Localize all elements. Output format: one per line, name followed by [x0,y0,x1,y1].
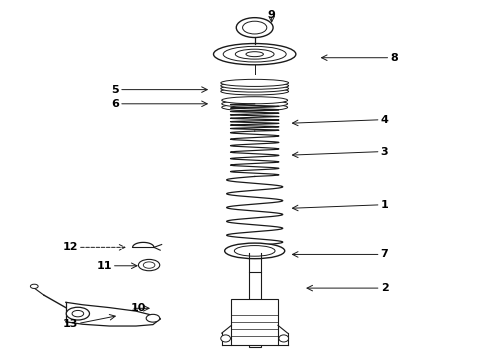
Ellipse shape [221,85,289,92]
Text: 13: 13 [63,319,78,329]
Text: 7: 7 [381,249,389,260]
Ellipse shape [279,335,289,342]
Text: 2: 2 [381,283,389,293]
Ellipse shape [223,46,286,62]
Text: 3: 3 [381,147,388,157]
Text: 8: 8 [391,53,398,63]
Ellipse shape [30,284,38,288]
Ellipse shape [221,335,230,342]
Ellipse shape [222,104,288,111]
Text: 6: 6 [111,99,119,109]
Ellipse shape [72,310,84,317]
Ellipse shape [66,307,90,320]
FancyBboxPatch shape [231,299,278,345]
Ellipse shape [143,262,155,268]
Text: 10: 10 [131,303,147,313]
Text: 1: 1 [381,200,389,210]
Ellipse shape [243,21,267,34]
Ellipse shape [222,100,288,107]
Ellipse shape [224,243,285,259]
Ellipse shape [235,49,274,59]
Text: 12: 12 [62,242,78,252]
Ellipse shape [138,260,160,271]
Ellipse shape [221,79,289,86]
Ellipse shape [246,52,264,57]
Text: 9: 9 [268,10,275,20]
Ellipse shape [222,97,288,104]
Text: 5: 5 [111,85,119,95]
Ellipse shape [146,314,160,322]
Text: 4: 4 [381,115,389,125]
Text: 11: 11 [96,261,112,271]
Ellipse shape [221,88,289,95]
Ellipse shape [221,82,289,89]
Ellipse shape [214,44,296,65]
Ellipse shape [236,18,273,37]
FancyBboxPatch shape [249,272,261,347]
Ellipse shape [234,246,275,256]
